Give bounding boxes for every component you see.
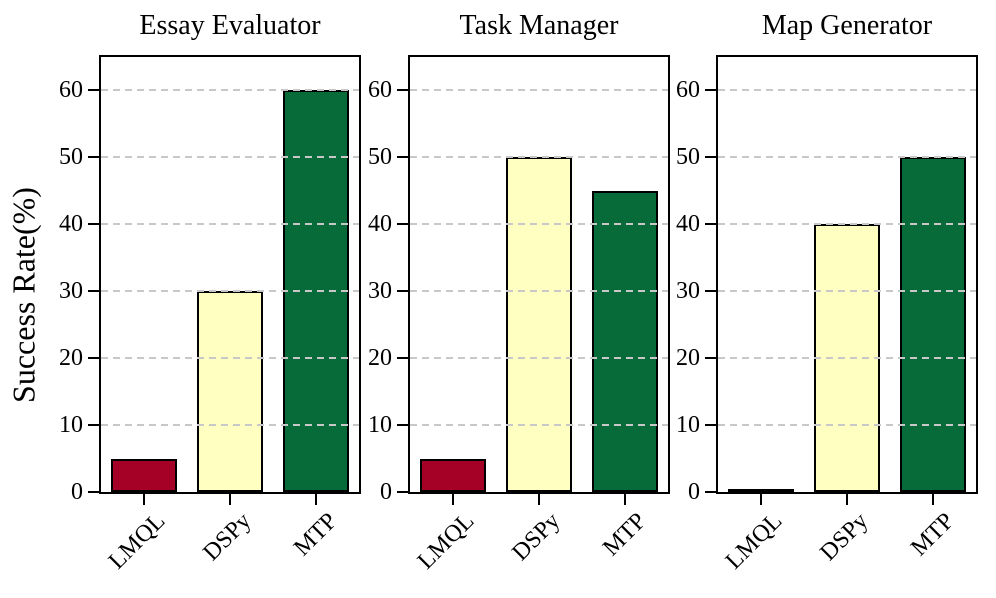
y-tick-label-30: 30 bbox=[676, 278, 700, 305]
x-tick-label-mtp: MTP bbox=[906, 508, 960, 562]
y-tick-40 bbox=[397, 223, 408, 226]
subplot-title-task-manager: Task Manager bbox=[459, 10, 619, 41]
y-tick-50 bbox=[397, 156, 408, 159]
bar-mtp bbox=[592, 191, 658, 492]
x-tick-lmql bbox=[452, 494, 454, 505]
y-tick-10 bbox=[705, 424, 716, 427]
x-tick-dspy bbox=[538, 494, 540, 505]
y-tick-0 bbox=[88, 491, 99, 493]
x-tick-label-lmql: LMQL bbox=[412, 508, 480, 575]
subplot-essay-evaluator: Essay Evaluator LMQL DSPy MTP 0 10 20 30 40 50 60 bbox=[59, 0, 361, 574]
gridline-20 bbox=[101, 357, 359, 360]
y-tick-label-10: 10 bbox=[368, 412, 392, 439]
y-tick-label-20: 20 bbox=[676, 345, 700, 372]
y-tick-0 bbox=[397, 491, 408, 493]
y-tick-30 bbox=[397, 290, 408, 293]
subplot-title-map-generator: Map Generator bbox=[761, 10, 933, 41]
bar-mtp bbox=[900, 157, 966, 492]
gridline-60 bbox=[718, 89, 976, 92]
gridline-30 bbox=[101, 290, 359, 293]
subplot-map-generator: Map Generator LMQL DSPy MTP 0 10 20 30 40 50 60 bbox=[676, 0, 978, 574]
y-tick-label-50: 50 bbox=[676, 144, 700, 171]
y-tick-20 bbox=[705, 357, 716, 360]
y-tick-label-50: 50 bbox=[59, 144, 83, 171]
gridline-40 bbox=[101, 223, 359, 226]
gridline-30 bbox=[410, 290, 668, 293]
y-tick-50 bbox=[88, 156, 99, 159]
x-tick-label-dspy: DSPy bbox=[198, 508, 257, 567]
x-tick-label-mtp: MTP bbox=[289, 508, 343, 562]
gridline-60 bbox=[101, 89, 359, 92]
gridline-10 bbox=[410, 424, 668, 427]
gridline-10 bbox=[101, 424, 359, 427]
gridline-20 bbox=[718, 357, 976, 360]
y-tick-60 bbox=[705, 89, 716, 92]
subplot-task-manager: Task Manager LMQL DSPy MTP 0 10 20 30 40 50 60 bbox=[368, 0, 670, 574]
y-tick-label-40: 40 bbox=[368, 211, 392, 238]
y-tick-10 bbox=[397, 424, 408, 427]
y-tick-label-50: 50 bbox=[368, 144, 392, 171]
y-tick-60 bbox=[397, 89, 408, 92]
x-tick-label-dspy: DSPy bbox=[815, 508, 874, 567]
x-tick-mtp bbox=[315, 494, 317, 505]
y-tick-label-0: 0 bbox=[71, 479, 83, 505]
bar-lmql bbox=[111, 459, 177, 492]
y-tick-0 bbox=[705, 491, 716, 493]
y-tick-label-60: 60 bbox=[676, 77, 700, 104]
gridline-60 bbox=[410, 89, 668, 92]
y-tick-label-0: 0 bbox=[688, 479, 700, 505]
bar-dspy bbox=[506, 157, 572, 492]
x-tick-lmql bbox=[760, 494, 762, 505]
y-tick-label-30: 30 bbox=[59, 278, 83, 305]
y-tick-label-40: 40 bbox=[676, 211, 700, 238]
y-tick-40 bbox=[705, 223, 716, 226]
y-tick-label-0: 0 bbox=[380, 479, 392, 505]
subplot-title-essay-evaluator: Essay Evaluator bbox=[139, 10, 321, 41]
y-tick-label-20: 20 bbox=[368, 345, 392, 372]
x-tick-label-dspy: DSPy bbox=[507, 508, 566, 567]
gridline-40 bbox=[718, 223, 976, 226]
y-tick-label-40: 40 bbox=[59, 211, 83, 238]
bar-lmql bbox=[728, 489, 794, 492]
y-tick-label-30: 30 bbox=[368, 278, 392, 305]
x-tick-lmql bbox=[143, 494, 145, 505]
x-tick-mtp bbox=[624, 494, 626, 505]
bar-dspy bbox=[197, 291, 263, 492]
gridline-10 bbox=[718, 424, 976, 427]
gridline-30 bbox=[718, 290, 976, 293]
x-tick-dspy bbox=[229, 494, 231, 505]
plot-area-map-generator: LMQL DSPy MTP 0 10 20 30 40 50 60 bbox=[676, 55, 978, 574]
x-tick-label-mtp: MTP bbox=[598, 508, 652, 562]
y-tick-label-10: 10 bbox=[676, 412, 700, 439]
y-tick-30 bbox=[88, 290, 99, 293]
y-tick-20 bbox=[397, 357, 408, 360]
y-tick-label-10: 10 bbox=[59, 412, 83, 439]
gridline-50 bbox=[101, 156, 359, 159]
gridline-40 bbox=[410, 223, 668, 226]
x-tick-mtp bbox=[932, 494, 934, 505]
y-tick-label-60: 60 bbox=[368, 77, 392, 104]
x-tick-label-lmql: LMQL bbox=[103, 508, 171, 575]
gridline-50 bbox=[410, 156, 668, 159]
y-tick-label-60: 60 bbox=[59, 77, 83, 104]
y-tick-60 bbox=[88, 89, 99, 92]
y-tick-10 bbox=[88, 424, 99, 427]
y-tick-30 bbox=[705, 290, 716, 293]
y-tick-20 bbox=[88, 357, 99, 360]
x-tick-dspy bbox=[846, 494, 848, 505]
plot-area-task-manager: LMQL DSPy MTP 0 10 20 30 40 50 60 bbox=[368, 55, 670, 574]
y-tick-40 bbox=[88, 223, 99, 226]
gridline-50 bbox=[718, 156, 976, 159]
y-tick-50 bbox=[705, 156, 716, 159]
bar-lmql bbox=[420, 459, 486, 492]
plot-area-essay-evaluator: LMQL DSPy MTP 0 10 20 30 40 50 60 bbox=[59, 55, 361, 574]
x-tick-label-lmql: LMQL bbox=[720, 508, 788, 575]
y-tick-label-20: 20 bbox=[59, 345, 83, 372]
gridline-20 bbox=[410, 357, 668, 360]
